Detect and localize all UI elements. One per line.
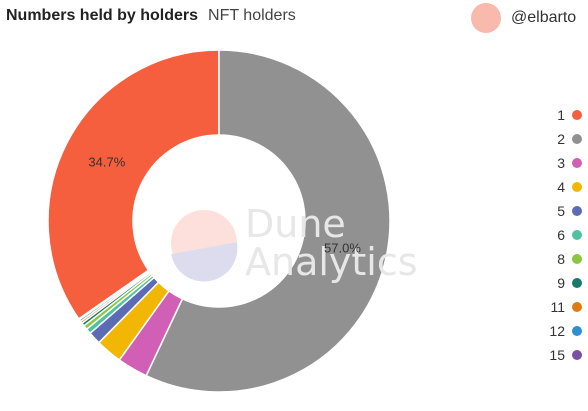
legend-dot-icon [572,350,582,360]
legend-dot-icon [572,254,582,264]
legend-item-15[interactable]: 15 [526,343,582,367]
legend-dot-icon [572,230,582,240]
legend-dot-icon [572,158,582,168]
legend-item-4[interactable]: 4 [526,175,582,199]
legend-item-2[interactable]: 2 [526,127,582,151]
legend-item-9[interactable]: 9 [526,271,582,295]
legend: 1 2 3 4 5 6 8 9 11 12 15 [526,103,582,367]
legend-label: 8 [557,251,565,267]
chart-header: Numbers held by holders NFT holders [6,7,296,29]
legend-label: 6 [557,227,565,243]
legend-dot-icon [572,278,582,288]
author-badge[interactable]: @elbarto [471,3,576,33]
slices-group [47,49,391,393]
dune-watermark: Dune Analytics [171,202,418,284]
legend-item-6[interactable]: 6 [526,223,582,247]
legend-label: 12 [549,323,565,339]
watermark-line2: Analytics [245,240,418,284]
author-name[interactable]: @elbarto [511,9,577,26]
legend-item-3[interactable]: 3 [526,151,582,175]
legend-label: 4 [557,179,565,195]
chart-title: Numbers held by holders [6,7,199,24]
slice-2[interactable] [145,49,391,393]
chart-subtitle: NFT holders [208,7,296,24]
legend-label: 9 [557,275,565,291]
legend-dot-icon [572,182,582,192]
legend-dot-icon [572,134,582,144]
watermark-line1: Dune [245,202,346,246]
legend-dot-icon [572,326,582,336]
legend-label: 5 [557,203,565,219]
legend-label: 3 [557,155,565,171]
watermark-logo-lower [171,242,238,282]
slice-15[interactable] [77,269,150,321]
legend-dot-icon [572,206,582,216]
legend-dot-icon [572,302,582,312]
data-labels-group: 34.7% 57.0% [88,155,361,256]
legend-item-12[interactable]: 12 [526,319,582,343]
legend-item-11[interactable]: 11 [526,295,582,319]
data-label-1: 34.7% [88,155,125,170]
legend-label: 11 [550,299,565,315]
legend-item-8[interactable]: 8 [526,247,582,271]
legend-label: 2 [557,131,565,147]
avatar [471,3,501,33]
legend-item-5[interactable]: 5 [526,199,582,223]
legend-label: 1 [557,107,565,123]
legend-dot-icon [572,110,582,120]
slice-1[interactable] [47,49,220,320]
legend-item-1[interactable]: 1 [526,103,582,127]
data-label-2: 57.0% [324,241,361,256]
legend-label: 15 [549,347,565,363]
